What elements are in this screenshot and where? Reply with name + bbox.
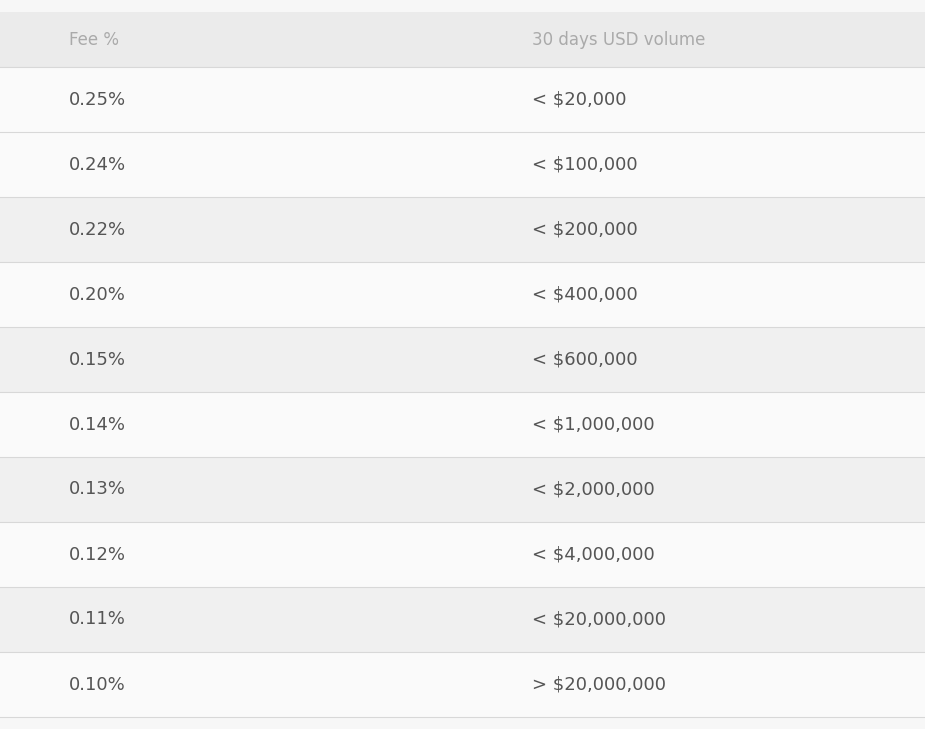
- Text: 0.24%: 0.24%: [69, 155, 127, 174]
- Text: 0.25%: 0.25%: [69, 90, 127, 109]
- Bar: [0, 522, 925, 587]
- Text: Fee %: Fee %: [69, 31, 119, 49]
- Text: < $20,000: < $20,000: [532, 90, 626, 109]
- Text: > $20,000,000: > $20,000,000: [532, 676, 666, 693]
- Text: 0.20%: 0.20%: [69, 286, 126, 303]
- Text: 0.11%: 0.11%: [69, 610, 126, 628]
- Text: 0.13%: 0.13%: [69, 480, 127, 499]
- Text: 0.14%: 0.14%: [69, 416, 127, 434]
- Text: 0.22%: 0.22%: [69, 220, 127, 238]
- Bar: [0, 652, 925, 717]
- Bar: [0, 262, 925, 327]
- Bar: [0, 327, 925, 392]
- Text: 0.10%: 0.10%: [69, 676, 126, 693]
- Text: < $200,000: < $200,000: [532, 220, 637, 238]
- Text: < $100,000: < $100,000: [532, 155, 637, 174]
- Text: < $600,000: < $600,000: [532, 351, 637, 368]
- Bar: [0, 197, 925, 262]
- Text: 30 days USD volume: 30 days USD volume: [532, 31, 705, 49]
- Bar: [0, 67, 925, 132]
- Text: < $4,000,000: < $4,000,000: [532, 545, 655, 564]
- Bar: [0, 132, 925, 197]
- Text: < $1,000,000: < $1,000,000: [532, 416, 655, 434]
- Bar: [0, 12, 925, 67]
- Bar: [0, 392, 925, 457]
- Text: < $20,000,000: < $20,000,000: [532, 610, 666, 628]
- Text: 0.15%: 0.15%: [69, 351, 127, 368]
- Bar: [0, 457, 925, 522]
- Text: 0.12%: 0.12%: [69, 545, 127, 564]
- Text: < $2,000,000: < $2,000,000: [532, 480, 655, 499]
- Bar: [0, 587, 925, 652]
- Text: < $400,000: < $400,000: [532, 286, 637, 303]
